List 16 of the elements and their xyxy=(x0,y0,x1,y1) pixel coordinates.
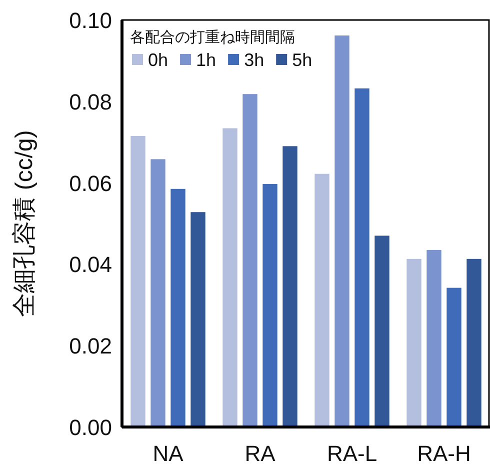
x-tick-label: RA-L xyxy=(326,441,378,466)
y-tick-label: 0.08 xyxy=(69,89,112,114)
y-tick-label: 0.10 xyxy=(69,8,112,33)
legend-title: 各配合の打重ね時間間隔 xyxy=(130,29,295,46)
x-tick-label: NA xyxy=(152,441,184,466)
x-tick-label: RA-H xyxy=(417,441,471,466)
y-tick-label: 0.06 xyxy=(69,170,112,196)
legend-label: 3h xyxy=(244,50,264,70)
legend-label: 5h xyxy=(292,50,312,70)
y-axis-title: 全細孔容積 (cc/g) xyxy=(11,130,38,317)
y-tick-label: 0.04 xyxy=(69,252,112,278)
x-tick-label: RA xyxy=(244,441,276,466)
y-tick-label: 0.02 xyxy=(69,334,112,359)
legend-label: 0h xyxy=(148,50,168,70)
legend-label: 1h xyxy=(196,50,216,70)
y-tick-label: 0.00 xyxy=(69,415,112,440)
